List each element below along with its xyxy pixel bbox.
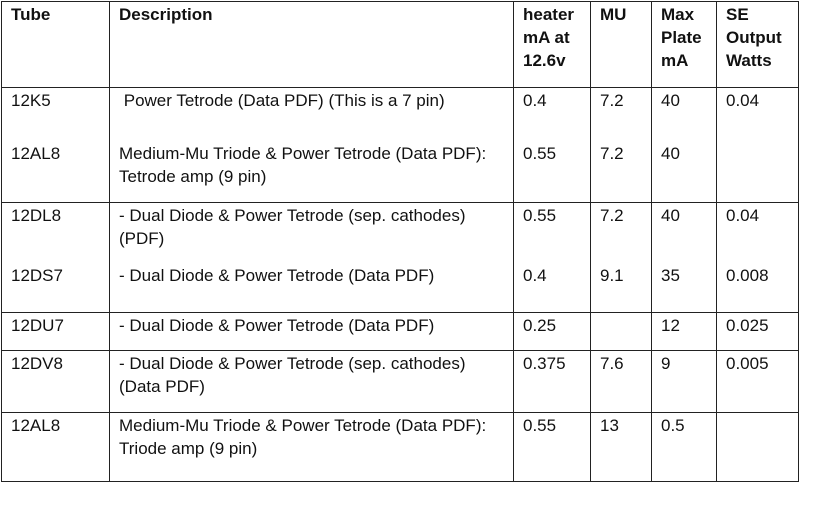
cell-heater: 0.25 bbox=[513, 312, 591, 351]
cell-heater: 0.55 bbox=[513, 140, 591, 203]
cell-max-plate: 12 bbox=[651, 312, 717, 351]
cell-tube: 12AL8 bbox=[1, 412, 110, 482]
header-max-plate: Max Plate mA bbox=[651, 1, 717, 88]
table-row: 12K5 Power Tetrode (Data PDF) (This is a… bbox=[1, 87, 799, 141]
cell-se-watts: 0.005 bbox=[716, 350, 799, 413]
cell-heater: 0.55 bbox=[513, 202, 591, 263]
cell-tube: 12DU7 bbox=[1, 312, 110, 351]
table-row: 12DS7- Dual Diode & Power Tetrode (Data … bbox=[1, 262, 799, 313]
header-row: Tube Description heater mA at 12.6v MU M… bbox=[1, 1, 799, 88]
cell-tube: 12DV8 bbox=[1, 350, 110, 413]
cell-se-watts bbox=[716, 140, 799, 203]
cell-heater: 0.4 bbox=[513, 87, 591, 141]
cell-tube: 12AL8 bbox=[1, 140, 110, 203]
cell-se-watts: 0.04 bbox=[716, 87, 799, 141]
cell-tube: 12DL8 bbox=[1, 202, 110, 263]
cell-heater: 0.4 bbox=[513, 262, 591, 313]
cell-description: - Dual Diode & Power Tetrode (sep. catho… bbox=[109, 202, 514, 263]
tube-table: Tube Description heater mA at 12.6v MU M… bbox=[1, 1, 799, 482]
cell-tube: 12K5 bbox=[1, 87, 110, 141]
table-row: 12DV8- Dual Diode & Power Tetrode (sep. … bbox=[1, 350, 799, 413]
header-heater: heater mA at 12.6v bbox=[513, 1, 591, 88]
cell-mu: 7.2 bbox=[590, 87, 652, 141]
table-row: 12DU7- Dual Diode & Power Tetrode (Data … bbox=[1, 312, 799, 351]
cell-mu bbox=[590, 312, 652, 351]
cell-mu: 13 bbox=[590, 412, 652, 482]
cell-mu: 9.1 bbox=[590, 262, 652, 313]
cell-max-plate: 0.5 bbox=[651, 412, 717, 482]
cell-max-plate: 35 bbox=[651, 262, 717, 313]
header-description: Description bbox=[109, 1, 514, 88]
cell-max-plate: 40 bbox=[651, 87, 717, 141]
cell-se-watts: 0.008 bbox=[716, 262, 799, 313]
cell-description: - Dual Diode & Power Tetrode (Data PDF) bbox=[109, 312, 514, 351]
cell-description: Medium-Mu Triode & Power Tetrode (Data P… bbox=[109, 412, 514, 482]
header-tube: Tube bbox=[1, 1, 110, 88]
table-row: 12AL8 Medium-Mu Triode & Power Tetrode (D… bbox=[1, 140, 799, 203]
cell-description: - Dual Diode & Power Tetrode (sep. catho… bbox=[109, 350, 514, 413]
header-se-watts: SE Output Watts bbox=[716, 1, 799, 88]
cell-tube: 12DS7 bbox=[1, 262, 110, 313]
cell-description: Medium-Mu Triode & Power Tetrode (Data P… bbox=[109, 140, 514, 203]
header-mu: MU bbox=[590, 1, 652, 88]
table-row: 12DL8- Dual Diode & Power Tetrode (sep. … bbox=[1, 202, 799, 263]
cell-max-plate: 40 bbox=[651, 202, 717, 263]
table-row: 12AL8 Medium-Mu Triode & Power Tetrode (D… bbox=[1, 412, 799, 482]
cell-se-watts: 0.025 bbox=[716, 312, 799, 351]
cell-heater: 0.55 bbox=[513, 412, 591, 482]
cell-max-plate: 9 bbox=[651, 350, 717, 413]
cell-description: Power Tetrode (Data PDF) (This is a 7 pi… bbox=[109, 87, 514, 141]
cell-description: - Dual Diode & Power Tetrode (Data PDF) bbox=[109, 262, 514, 313]
cell-heater: 0.375 bbox=[513, 350, 591, 413]
cell-se-watts bbox=[716, 412, 799, 482]
cell-mu: 7.2 bbox=[590, 202, 652, 263]
cell-mu: 7.6 bbox=[590, 350, 652, 413]
cell-mu: 7.2 bbox=[590, 140, 652, 203]
cell-se-watts: 0.04 bbox=[716, 202, 799, 263]
cell-max-plate: 40 bbox=[651, 140, 717, 203]
